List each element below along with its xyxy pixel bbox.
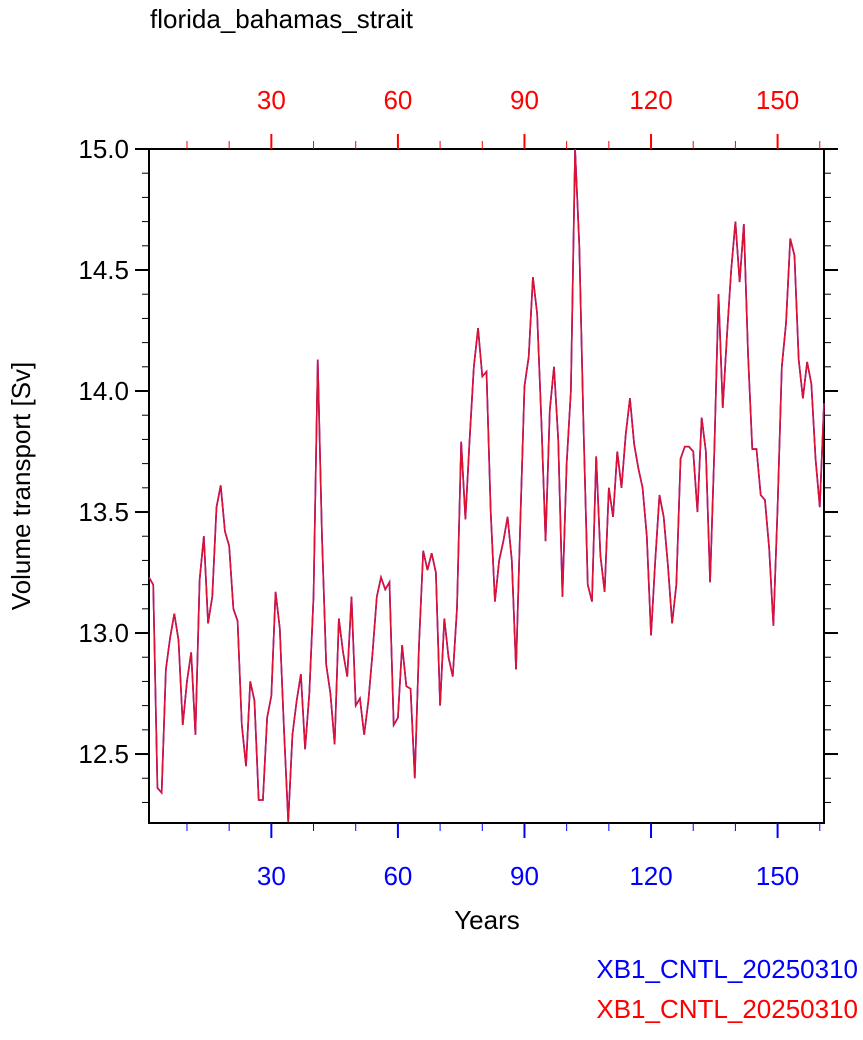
- x-tick-label: 90: [510, 861, 539, 891]
- y-axis-label: Volume transport [Sv]: [6, 362, 36, 611]
- series-line: [148, 148, 825, 822]
- x2-tick-label: 90: [510, 85, 539, 115]
- y-tick-label: 15.0: [78, 134, 129, 164]
- x-tick-label: 30: [257, 861, 286, 891]
- y-tick-label: 12.5: [78, 739, 129, 769]
- y-tick-label: 13.5: [78, 497, 129, 527]
- x-tick-label: 150: [756, 861, 799, 891]
- x2-tick-label: 60: [383, 85, 412, 115]
- legend-entry: XB1_CNTL_20250310: [596, 954, 858, 984]
- y-tick-label: 14.0: [78, 376, 129, 406]
- x-tick-label: 60: [383, 861, 412, 891]
- plot-frame: [148, 148, 825, 824]
- x-axis-label: Years: [454, 905, 520, 935]
- legend-entry: XB1_CNTL_20250310: [596, 994, 858, 1024]
- series-line: [148, 148, 825, 822]
- y-tick-label: 14.5: [78, 255, 129, 285]
- chart-title: florida_bahamas_strait: [150, 4, 414, 34]
- x2-tick-label: 120: [629, 85, 672, 115]
- x2-tick-label: 150: [756, 85, 799, 115]
- x2-tick-label: 30: [257, 85, 286, 115]
- y-tick-label: 13.0: [78, 618, 129, 648]
- x-tick-label: 120: [629, 861, 672, 891]
